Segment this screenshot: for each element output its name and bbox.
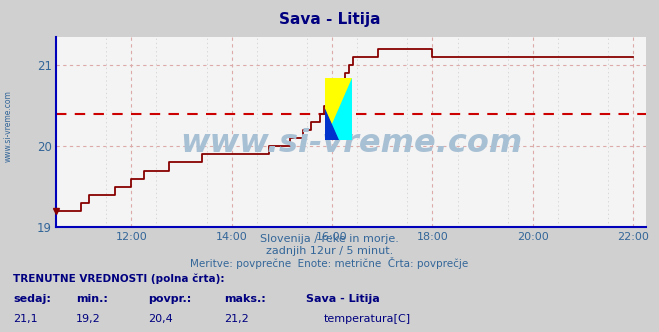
Text: www.si-vreme.com: www.si-vreme.com xyxy=(180,128,522,159)
Text: maks.:: maks.: xyxy=(224,294,266,304)
Text: temperatura[C]: temperatura[C] xyxy=(324,314,411,324)
Text: Meritve: povprečne  Enote: metrične  Črta: povprečje: Meritve: povprečne Enote: metrične Črta:… xyxy=(190,257,469,269)
Text: min.:: min.: xyxy=(76,294,107,304)
Polygon shape xyxy=(325,78,352,140)
Polygon shape xyxy=(325,78,352,140)
Text: Sava - Litija: Sava - Litija xyxy=(306,294,380,304)
Text: www.si-vreme.com: www.si-vreme.com xyxy=(4,90,13,162)
Text: 20,4: 20,4 xyxy=(148,314,173,324)
Text: Sava - Litija: Sava - Litija xyxy=(279,12,380,27)
Polygon shape xyxy=(325,109,338,140)
Text: sedaj:: sedaj: xyxy=(13,294,51,304)
Text: 21,1: 21,1 xyxy=(13,314,38,324)
Text: TRENUTNE VREDNOSTI (polna črta):: TRENUTNE VREDNOSTI (polna črta): xyxy=(13,274,225,285)
Text: Slovenija / reke in morje.: Slovenija / reke in morje. xyxy=(260,234,399,244)
Text: zadnjih 12ur / 5 minut.: zadnjih 12ur / 5 minut. xyxy=(266,246,393,256)
Text: 19,2: 19,2 xyxy=(76,314,101,324)
Text: 21,2: 21,2 xyxy=(224,314,249,324)
Text: povpr.:: povpr.: xyxy=(148,294,192,304)
